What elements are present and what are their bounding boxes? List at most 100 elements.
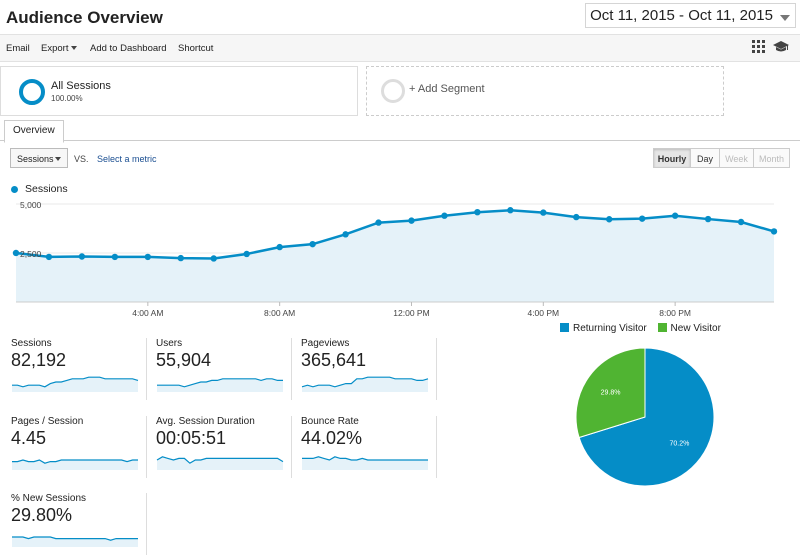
segment-percentage: 100.00% xyxy=(51,94,83,103)
tab-bar xyxy=(0,118,800,141)
x-tick-label: 8:00 PM xyxy=(659,308,691,318)
add-segment-button[interactable]: + Add Segment xyxy=(366,66,724,116)
sessions-point[interactable] xyxy=(573,213,580,221)
graduation-cap-icon[interactable] xyxy=(773,40,789,53)
sessions-point[interactable] xyxy=(78,253,86,260)
sessions-point[interactable] xyxy=(309,240,316,248)
metric-label: Pages / Session xyxy=(11,416,84,427)
chevron-down-icon xyxy=(780,15,790,21)
sessions-point[interactable] xyxy=(638,215,646,222)
metric-card-pages-per-session[interactable]: Pages / Session 4.45 xyxy=(11,416,147,478)
sessions-point[interactable] xyxy=(177,254,184,262)
week-button[interactable]: Week xyxy=(719,148,754,168)
grid-icon[interactable] xyxy=(752,40,765,53)
metric-value: 44.02% xyxy=(301,428,363,448)
y-tick-label: 5,000 xyxy=(20,200,42,210)
sparkline-line xyxy=(12,459,138,464)
sessions-point[interactable] xyxy=(737,218,745,226)
tab-overview[interactable]: Overview xyxy=(4,120,64,143)
metric-select[interactable]: Sessions xyxy=(10,148,68,168)
sessions-point[interactable] xyxy=(441,212,448,219)
metric-sparkline xyxy=(12,376,139,392)
metric-card-users[interactable]: Users 55,904 xyxy=(156,338,292,400)
email-button[interactable]: Email xyxy=(6,43,30,54)
sessions-point[interactable] xyxy=(144,253,152,261)
sessions-point[interactable] xyxy=(243,250,250,258)
segment-label: All Sessions xyxy=(51,80,111,92)
returning-visitor-label: Returning Visitor xyxy=(573,323,647,334)
sessions-point[interactable] xyxy=(45,253,53,261)
metric-value: 00:05:51 xyxy=(156,428,227,448)
shortcut-button[interactable]: Shortcut xyxy=(178,43,214,54)
report-toolbar: Email Export Add to Dashboard Shortcut xyxy=(0,34,800,62)
pie-legend: Returning Visitor New Visitor xyxy=(560,323,721,334)
sparkline-line xyxy=(12,536,138,541)
sparkline-line xyxy=(157,378,283,388)
metric-card-new-sessions[interactable]: % New Sessions 29.80% xyxy=(11,493,147,555)
metric-sparkline xyxy=(157,378,283,392)
sessions-legend-swatch xyxy=(11,186,18,193)
month-button[interactable]: Month xyxy=(753,148,790,168)
metric-select-label: Sessions xyxy=(17,154,54,164)
metric-sparkline xyxy=(302,456,428,470)
sessions-point[interactable] xyxy=(770,228,778,235)
export-menu[interactable]: Export xyxy=(41,43,78,54)
add-segment-label: + Add Segment xyxy=(409,83,485,95)
sparkline-area xyxy=(157,456,283,470)
y-tick-label: 2,500 xyxy=(20,249,42,259)
sessions-point[interactable] xyxy=(540,209,547,216)
sessions-point[interactable] xyxy=(375,219,382,226)
sessions-line-chart: 5,000 2,500 4:00 AM 8:00 AM 12:00 PM 4:00 PM 8… xyxy=(12,200,778,318)
segment-ring-icon xyxy=(19,79,45,105)
metric-label: % New Sessions xyxy=(11,493,87,504)
metric-label: Sessions xyxy=(11,338,52,349)
chevron-down-icon xyxy=(55,157,61,161)
export-label: Export xyxy=(41,43,69,54)
sessions-point[interactable] xyxy=(111,253,119,261)
segment-all-sessions[interactable]: All Sessions 100.00% xyxy=(0,66,358,116)
empty-segment-ring-icon xyxy=(381,79,405,103)
sparkline-area xyxy=(157,378,283,392)
metric-card-bounce-rate[interactable]: Bounce Rate 44.02% xyxy=(301,416,437,478)
chevron-down-icon xyxy=(71,46,78,51)
new-visitor-swatch xyxy=(657,323,667,332)
sessions-point[interactable] xyxy=(342,231,349,238)
sessions-point[interactable] xyxy=(12,249,20,257)
pie-slice-returning-visitor[interactable] xyxy=(578,347,715,487)
metric-card-avg-session-duration[interactable]: Avg. Session Duration 00:05:51 xyxy=(156,416,292,478)
metric-sparkline xyxy=(12,536,138,547)
sessions-point[interactable] xyxy=(276,243,283,251)
hourly-button[interactable]: Hourly xyxy=(653,148,691,168)
select-metric-link[interactable]: Select a metric xyxy=(97,154,157,164)
sessions-point[interactable] xyxy=(408,217,415,224)
metric-value: 4.45 xyxy=(11,428,47,448)
sparkline-area xyxy=(12,377,138,392)
sparkline-line xyxy=(156,456,284,464)
sessions-legend-label: Sessions xyxy=(25,183,68,195)
x-tick-label: 4:00 PM xyxy=(527,308,559,318)
sessions-point[interactable] xyxy=(606,216,613,223)
sparkline-line xyxy=(302,456,428,461)
vs-label: VS. xyxy=(74,154,89,164)
pie-slice-new-visitor[interactable] xyxy=(575,347,646,439)
metric-card-pageviews[interactable]: Pageviews 365,641 xyxy=(301,338,437,400)
date-range-label: Oct 11, 2015 - Oct 11, 2015 xyxy=(590,7,773,24)
sessions-point[interactable] xyxy=(210,255,217,262)
sparkline-area xyxy=(302,377,428,392)
pie-legend-item-new: New Visitor xyxy=(657,323,721,334)
visitor-pie-chart: 70.2% 29.8% xyxy=(575,347,715,487)
sessions-point[interactable] xyxy=(704,215,712,223)
sessions-point[interactable] xyxy=(507,207,514,214)
sparkline-line xyxy=(301,376,429,388)
metric-value: 82,192 xyxy=(11,350,67,370)
sessions-point[interactable] xyxy=(474,208,481,216)
date-range-picker[interactable]: Oct 11, 2015 - Oct 11, 2015 xyxy=(585,3,796,28)
returning-visitor-swatch xyxy=(560,323,569,332)
sessions-point[interactable] xyxy=(671,212,679,219)
metric-value: 55,904 xyxy=(156,350,212,370)
metric-card-sessions[interactable]: Sessions 82,192 xyxy=(11,338,147,400)
day-button[interactable]: Day xyxy=(690,148,720,168)
new-visitor-label: New Visitor xyxy=(670,323,721,334)
add-to-dashboard-button[interactable]: Add to Dashboard xyxy=(90,43,167,54)
metric-sparkline xyxy=(156,456,284,470)
